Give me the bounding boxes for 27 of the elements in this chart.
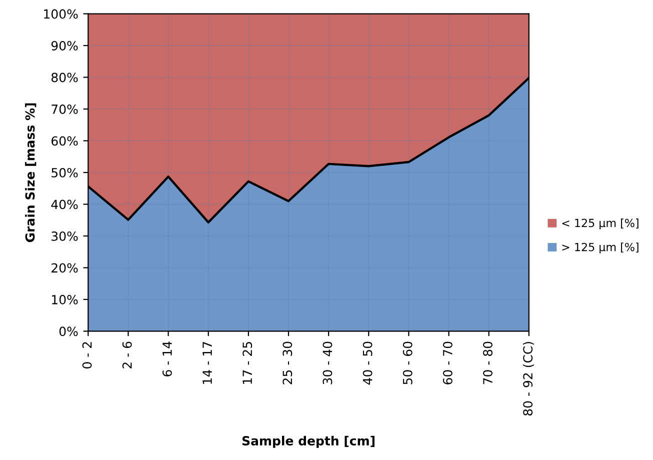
y-tick-label: 50%	[52, 168, 78, 178]
x-axis-title: Sample depth [cm]	[242, 436, 374, 448]
y-tick-label: 80%	[51, 72, 78, 82]
x-tick-label: 25 - 30	[282, 342, 292, 384]
x-tick-label: 40 - 50	[362, 342, 372, 385]
x-tick-label: 50 - 60	[402, 342, 412, 384]
y-tick-label: 0%	[59, 326, 78, 336]
y-tick-label: 70%	[52, 104, 78, 114]
y-tick-label: 30%	[52, 231, 78, 241]
x-tick-label: 70 - 80	[483, 342, 492, 384]
legend-label: < 125 µm [%]	[562, 218, 638, 230]
y-tick-label: 100%	[44, 9, 78, 19]
y-tick-label: 40%	[51, 200, 78, 210]
y-tick-label: 10%	[52, 294, 78, 304]
x-tick-label: 60 - 70	[442, 342, 452, 384]
x-tick-label: 14 - 17	[202, 342, 212, 384]
x-tick-label: 17 - 25	[242, 342, 252, 384]
x-tick-label: 30 - 40	[322, 342, 332, 384]
y-tick-label: 20%	[52, 263, 78, 273]
y-tick-label: 90%	[51, 41, 78, 50]
x-tick-label: 2 - 6	[122, 342, 132, 368]
x-tick-label: 6 - 14	[162, 342, 172, 376]
y-tick-label: 60%	[52, 136, 78, 146]
x-tick-label: 0 - 2	[82, 342, 92, 368]
x-tick-label: 80 - 92 (CC)	[522, 342, 534, 416]
y-axis-title: Grain Size [mass %]	[25, 103, 36, 242]
legend-label: > 125 µm [%]	[562, 242, 638, 254]
